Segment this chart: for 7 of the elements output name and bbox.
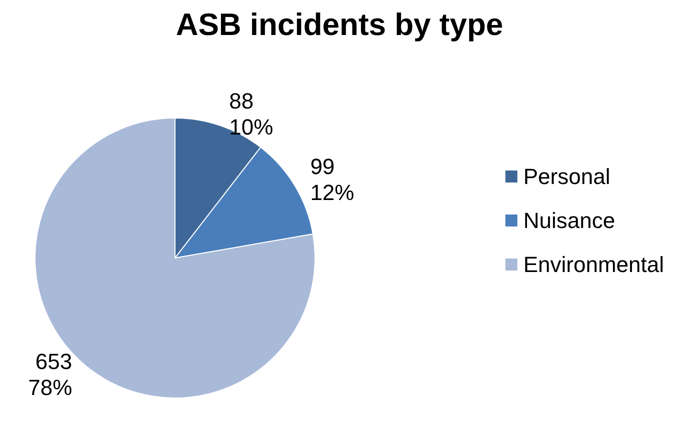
chart-title: ASB incidents by type <box>176 7 504 42</box>
legend-label: Environmental <box>523 252 664 277</box>
data-label: 88 10% <box>229 88 274 140</box>
legend-label: Personal <box>523 164 610 189</box>
data-label: 653 78% <box>28 348 72 400</box>
legend-label: Nuisance <box>523 208 616 233</box>
data-label: 99 12% <box>310 154 354 206</box>
